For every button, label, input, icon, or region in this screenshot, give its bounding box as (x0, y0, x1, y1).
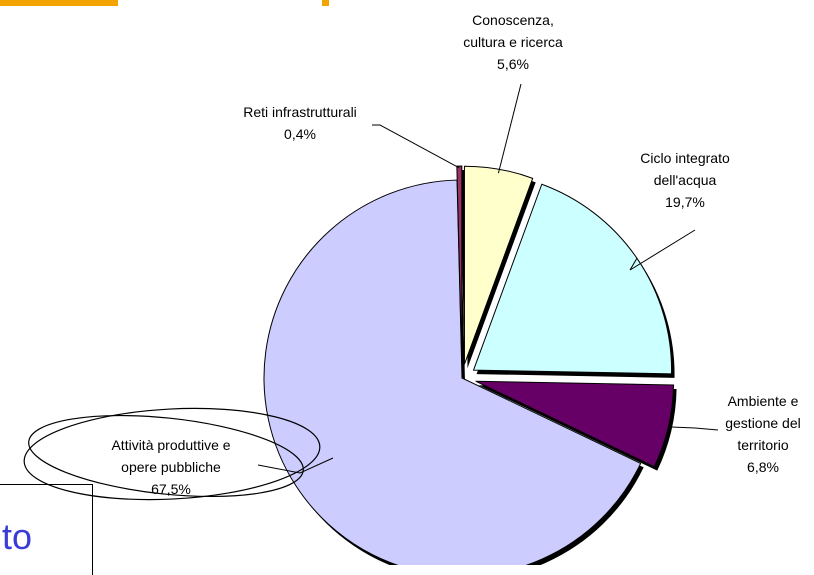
leader-line (668, 426, 719, 431)
label-value: 19,7% (665, 194, 705, 210)
corner-text: to (2, 516, 33, 557)
slice-label-conoscenza: Conoscenza, cultura e ricerca 5,6% (438, 9, 588, 75)
label-line: Ciclo integrato (640, 150, 730, 166)
label-value: 67,5% (151, 481, 191, 497)
corner-frame (0, 484, 93, 575)
label-line: territorio (737, 437, 789, 453)
highlight-ellipse-outer (23, 407, 321, 501)
label-line: Ambiente e (727, 393, 799, 409)
slice-label-ambiente: Ambiente e gestione del territorio 6,8% (708, 390, 814, 478)
label-value: 5,6% (497, 56, 529, 72)
label-line: Reti infrastrutturali (243, 104, 357, 120)
label-line: Conoscenza, (472, 12, 554, 28)
leader-line (497, 83, 522, 174)
accent-bar-right (322, 0, 329, 6)
slice-label-ciclo-acqua: Ciclo integrato dell'acqua 19,7% (620, 147, 750, 213)
accent-bar-left (0, 0, 118, 6)
slice-label-attivita: Attività produttive e opere pubbliche 67… (86, 434, 256, 500)
label-line: gestione del (725, 415, 801, 431)
slice-ambiente (475, 380, 675, 468)
leader-line (629, 229, 696, 271)
leader-line (257, 457, 334, 474)
label-line: Attività produttive e (111, 437, 231, 453)
label-value: 6,8% (747, 459, 779, 475)
label-line: opere pubbliche (121, 459, 221, 475)
leader-line (372, 124, 460, 169)
slice-label-reti: Reti infrastrutturali 0,4% (225, 101, 375, 145)
label-line: dell'acqua (653, 172, 717, 188)
label-line: cultura e ricerca (463, 34, 563, 50)
slice-reti (456, 165, 463, 365)
slice-attivita (263, 179, 642, 565)
highlight-ellipse-inner (28, 414, 304, 498)
label-value: 0,4% (284, 126, 316, 142)
